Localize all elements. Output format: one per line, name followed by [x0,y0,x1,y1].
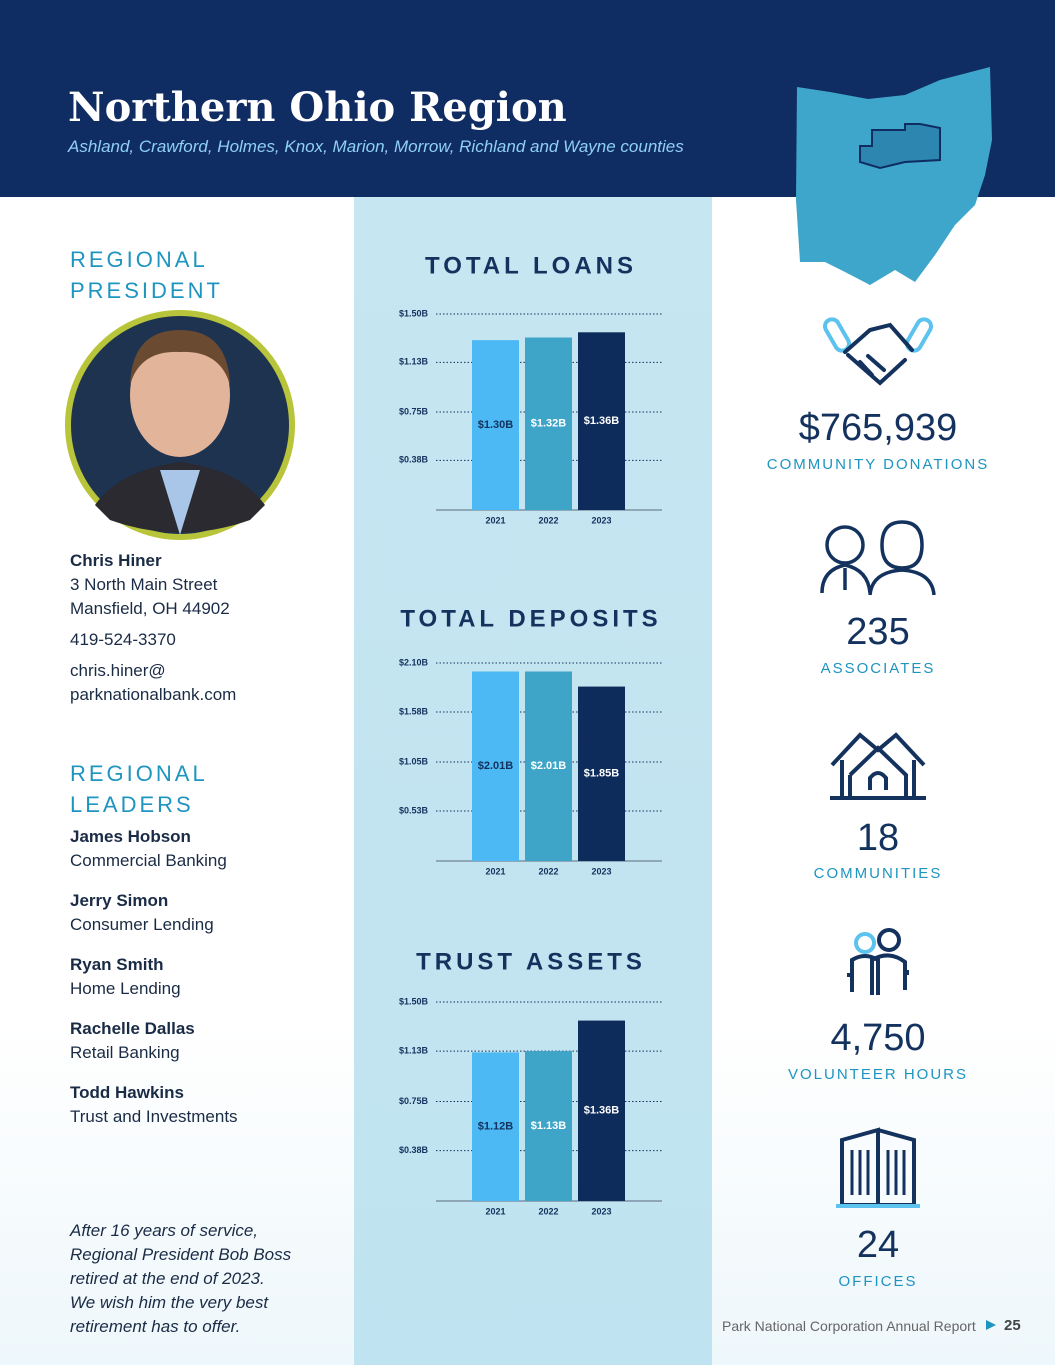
x-tick-label: 2021 [485,515,505,525]
subtitle: Ashland, Crawford, Holmes, Knox, Marion,… [68,137,684,156]
x-tick-label: 2022 [538,1206,558,1216]
phone: 419-524-3370 [70,630,176,649]
note-line: retirement has to offer. [70,1317,241,1336]
y-tick-label: $0.75B [399,406,429,416]
page-number: 25 [1004,1317,1021,1334]
bar [578,1020,625,1201]
president-photo [65,310,295,540]
stat-value: 24 [857,1224,899,1266]
y-tick-label: $1.13B [399,1045,429,1055]
region-outline [859,123,941,170]
x-tick-label: 2023 [591,866,611,876]
value-label: $1.30B [478,419,514,431]
footer-arrow [986,1320,996,1330]
chart-title: TOTAL LOANS [425,252,637,279]
note-line: We wish him the very best [70,1293,269,1312]
bar [578,686,625,861]
value-label: $2.01B [478,760,514,772]
y-tick-label: $0.53B [399,805,429,815]
value-label: $1.85B [584,768,620,780]
address-line: Mansfield, OH 44902 [70,599,230,618]
leader-role: Home Lending [70,979,181,998]
ohio-map [796,67,992,285]
address-line: 3 North Main Street [70,575,218,594]
x-tick-label: 2021 [485,866,505,876]
section-heading: REGIONAL PRESIDENT [70,247,223,303]
y-tick-label: $0.38B [399,1145,429,1155]
chart-title: TRUST ASSETS [416,948,646,975]
bar [472,340,519,510]
email-line: chris.hiner@ [70,661,166,680]
bar [472,1052,519,1201]
value-label: $1.36B [584,1105,620,1117]
president-name: Chris Hiner [70,551,162,570]
bar [578,332,625,510]
stat-value: $765,939 [799,407,958,449]
section-heading: REGIONAL LEADERS [70,761,207,817]
volunteer-icon [847,928,909,995]
stat-label: OFFICES [838,1273,917,1290]
houses-icon [830,732,926,800]
email-line: parknationalbank.com [70,685,237,704]
stat-label: COMMUNITY DONATIONS [767,456,989,473]
note-line: After 16 years of service, [70,1221,259,1240]
stat-value: 235 [846,611,909,653]
leader-role: Consumer Lending [70,915,214,934]
x-tick-label: 2022 [538,866,558,876]
leader-name: James Hobson [70,827,191,846]
bar [525,671,572,861]
y-tick-label: $2.10B [399,657,429,667]
x-tick-label: 2023 [591,1206,611,1216]
x-tick-label: 2023 [591,515,611,525]
title: Northern Ohio Region [68,84,567,131]
bar [472,671,519,861]
y-tick-label: $0.75B [399,1096,429,1106]
leader-name: Ryan Smith [70,955,164,974]
y-tick-label: $1.50B [399,308,429,318]
chart-title: TOTAL DEPOSITS [400,605,661,632]
stat-value: 4,750 [830,1017,925,1059]
leader-name: Rachelle Dallas [70,1019,195,1038]
value-label: $1.12B [478,1121,514,1133]
stat-label: COMMUNITIES [814,865,943,882]
leader-name: Jerry Simon [70,891,169,910]
y-tick-label: $1.05B [399,756,429,766]
stat-label: VOLUNTEER HOURS [788,1066,968,1083]
footer-text: Park National Corporation Annual Report [722,1318,976,1334]
x-tick-label: 2022 [538,515,558,525]
leader-role: Retail Banking [70,1043,180,1062]
people-icon [820,520,936,596]
handshake-icon [823,317,933,386]
note-line: retired at the end of 2023. [70,1269,265,1288]
value-label: $1.32B [531,418,567,430]
leader-name: Todd Hawkins [70,1083,184,1102]
value-label: $1.36B [584,415,620,427]
leader-role: Trust and Investments [70,1107,238,1126]
value-label: $2.01B [531,760,567,772]
y-tick-label: $1.58B [399,706,429,716]
building-icon [836,1127,920,1208]
stat-value: 18 [857,817,899,859]
bar [525,1051,572,1201]
bar [525,337,572,510]
y-tick-label: $1.50B [399,996,429,1006]
y-tick-label: $1.13B [399,357,429,367]
leader-role: Commercial Banking [70,851,227,870]
note-line: Regional President Bob Boss [70,1245,292,1264]
x-tick-label: 2021 [485,1206,505,1216]
value-label: $1.13B [531,1120,567,1132]
stat-label: ASSOCIATES [821,660,936,677]
y-tick-label: $0.38B [399,455,429,465]
